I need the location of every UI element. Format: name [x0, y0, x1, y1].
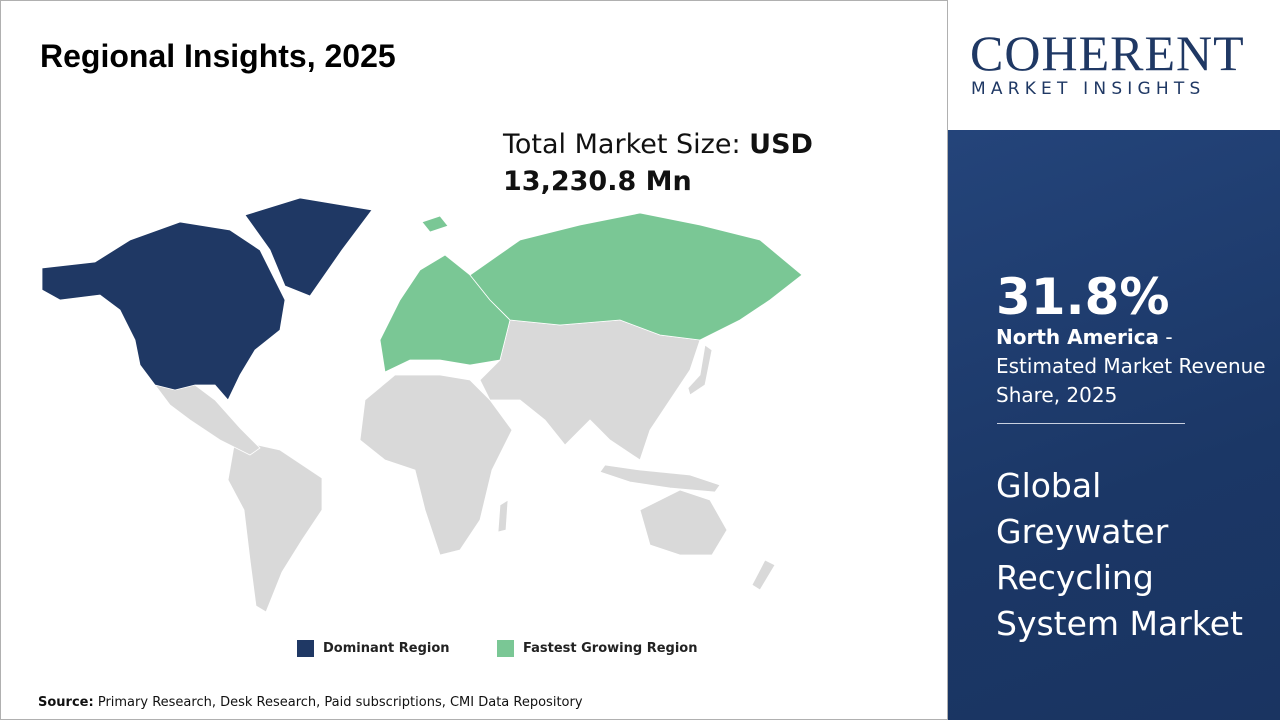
source-text: Primary Research, Desk Research, Paid su… — [97, 695, 583, 710]
description: - Estimated Market Revenue Share, 2025 — [996, 325, 1266, 407]
divider — [997, 423, 1185, 424]
indonesia — [599, 464, 721, 493]
legend-item: Dominant Region — [297, 640, 450, 657]
side-panel: 31.8% North America - Estimated Market R… — [948, 130, 1280, 720]
region-name: North America — [996, 325, 1160, 349]
legend-label: Fastest Growing Region — [523, 641, 698, 656]
source-label: Source: — [38, 695, 94, 710]
market-size-value: USD 13,230.8 Mn — [503, 129, 813, 197]
japan — [687, 344, 713, 396]
north-america — [41, 221, 286, 401]
greenland — [244, 197, 373, 297]
australia — [639, 489, 728, 556]
iceland — [421, 215, 449, 233]
africa — [359, 374, 513, 556]
market-size-label: Total Market Size: — [503, 129, 741, 160]
legend-swatch — [497, 640, 514, 657]
russia — [469, 212, 803, 341]
share-description: North America - Estimated Market Revenue… — [996, 323, 1266, 410]
logo: COHERENT MARKET INSIGHTS — [948, 0, 1280, 130]
market-size: Total Market Size: USD 13,230.8 Mn — [503, 126, 823, 200]
world-map — [41, 197, 803, 613]
new-zealand — [751, 559, 776, 591]
logo-tagline: MARKET INSIGHTS — [971, 79, 1206, 99]
asia — [479, 319, 701, 461]
title: Regional Insights, 2025 — [40, 38, 396, 74]
legend-swatch — [297, 640, 314, 657]
central-america — [154, 384, 261, 456]
south-america — [227, 439, 323, 613]
legend-label: Dominant Region — [323, 641, 450, 656]
source: Source: Primary Research, Desk Research,… — [38, 695, 583, 710]
logo-name: COHERENT — [970, 25, 1245, 81]
madagascar — [497, 499, 509, 533]
share-value: 31.8% — [996, 268, 1170, 326]
legend-item: Fastest Growing Region — [497, 640, 697, 657]
market-name: Global Greywater Recycling System Market — [996, 466, 1243, 643]
